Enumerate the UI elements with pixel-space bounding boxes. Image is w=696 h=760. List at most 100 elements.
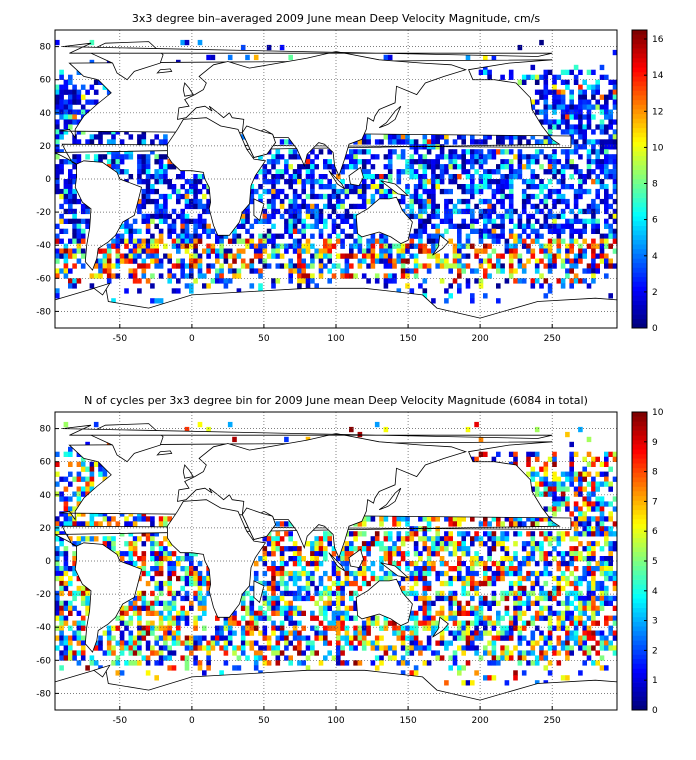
data-cell (210, 263, 216, 269)
data-cell (582, 575, 587, 582)
data-cell (491, 203, 497, 210)
data-cell (301, 179, 306, 185)
data-cell (184, 283, 190, 289)
data-cell (292, 630, 298, 636)
data-cell (547, 670, 553, 676)
data-cell (474, 203, 479, 210)
data-cell (370, 243, 376, 249)
data-cell (513, 551, 518, 557)
data-cell (387, 546, 393, 552)
data-cell (448, 551, 453, 557)
data-cell (400, 248, 406, 254)
data-cell (266, 203, 272, 210)
data-cell (340, 198, 345, 205)
data-cell (508, 650, 514, 656)
data-cell (72, 193, 77, 200)
data-cell (323, 536, 328, 542)
data-cell (426, 139, 432, 145)
data-cell (284, 248, 289, 254)
data-cell (396, 561, 402, 567)
data-cell (483, 213, 488, 220)
colorbar-segment (632, 81, 647, 87)
data-cell (521, 179, 527, 185)
data-cell (582, 228, 587, 234)
data-cell (448, 218, 453, 224)
data-cell (474, 456, 479, 462)
colorbar-tick-label: 10 (652, 408, 664, 418)
data-cell (279, 650, 285, 656)
data-cell (132, 521, 138, 527)
colorbar-tick-label: 8 (652, 468, 658, 478)
data-cell (604, 541, 609, 547)
data-cell (405, 188, 410, 195)
colorbar-segment (632, 234, 647, 240)
data-cell (396, 253, 402, 259)
data-cell (279, 546, 285, 552)
data-cell (556, 124, 562, 130)
data-cell (310, 610, 315, 616)
data-cell (336, 655, 341, 661)
data-cell (227, 620, 233, 626)
data-cell (219, 253, 224, 259)
data-cell (521, 74, 527, 80)
data-cell (534, 660, 540, 666)
data-cell (591, 506, 596, 512)
data-cell (202, 610, 207, 616)
data-cell (284, 243, 289, 249)
data-cell (314, 164, 319, 170)
data-cell (500, 566, 505, 572)
data-cell (63, 253, 69, 259)
data-cell (556, 476, 562, 482)
data-cell (439, 134, 445, 140)
colorbar-segment (632, 53, 647, 59)
data-cell (331, 263, 337, 269)
data-cell (76, 501, 82, 507)
data-cell (132, 268, 138, 274)
data-cell (379, 248, 384, 254)
data-cell (396, 546, 402, 552)
data-cell (517, 625, 523, 631)
data-cell (383, 620, 389, 626)
data-cell (336, 595, 341, 602)
velocity-title: 3x3 degree bin–averaged 2009 June mean D… (132, 12, 541, 25)
data-cell (275, 536, 281, 542)
data-cell (310, 541, 315, 547)
y-tick-label: -60 (36, 274, 51, 284)
data-cell (271, 188, 276, 195)
data-cell (63, 208, 69, 215)
data-cell (171, 243, 177, 249)
data-cell (517, 169, 523, 175)
data-cell (569, 546, 574, 552)
data-cell (59, 610, 64, 616)
data-cell (452, 154, 458, 160)
data-cell (517, 164, 523, 170)
data-cell (331, 243, 337, 249)
data-cell (154, 203, 159, 210)
data-cell (560, 193, 566, 200)
data-cell (474, 551, 479, 557)
data-cell (491, 645, 497, 651)
data-cell (132, 660, 138, 666)
data-cell (513, 595, 518, 602)
data-cell (63, 124, 69, 130)
data-cell (496, 566, 501, 572)
data-cell (310, 208, 315, 215)
data-cell (305, 159, 311, 165)
data-cell (379, 655, 384, 661)
data-cell (556, 541, 562, 547)
data-cell (163, 645, 168, 651)
data-cell (344, 218, 350, 224)
data-cell (215, 233, 220, 239)
data-cell (128, 258, 134, 264)
data-cell (595, 585, 600, 592)
data-cell (521, 546, 527, 552)
colorbar-segment (632, 635, 647, 641)
data-cell (573, 501, 579, 507)
data-cell (396, 169, 402, 175)
data-cell (189, 233, 194, 239)
data-cell (232, 253, 237, 259)
data-cell (80, 511, 86, 517)
data-cell (357, 193, 363, 200)
new-guinea-outline (380, 180, 410, 197)
data-cell (55, 288, 60, 294)
